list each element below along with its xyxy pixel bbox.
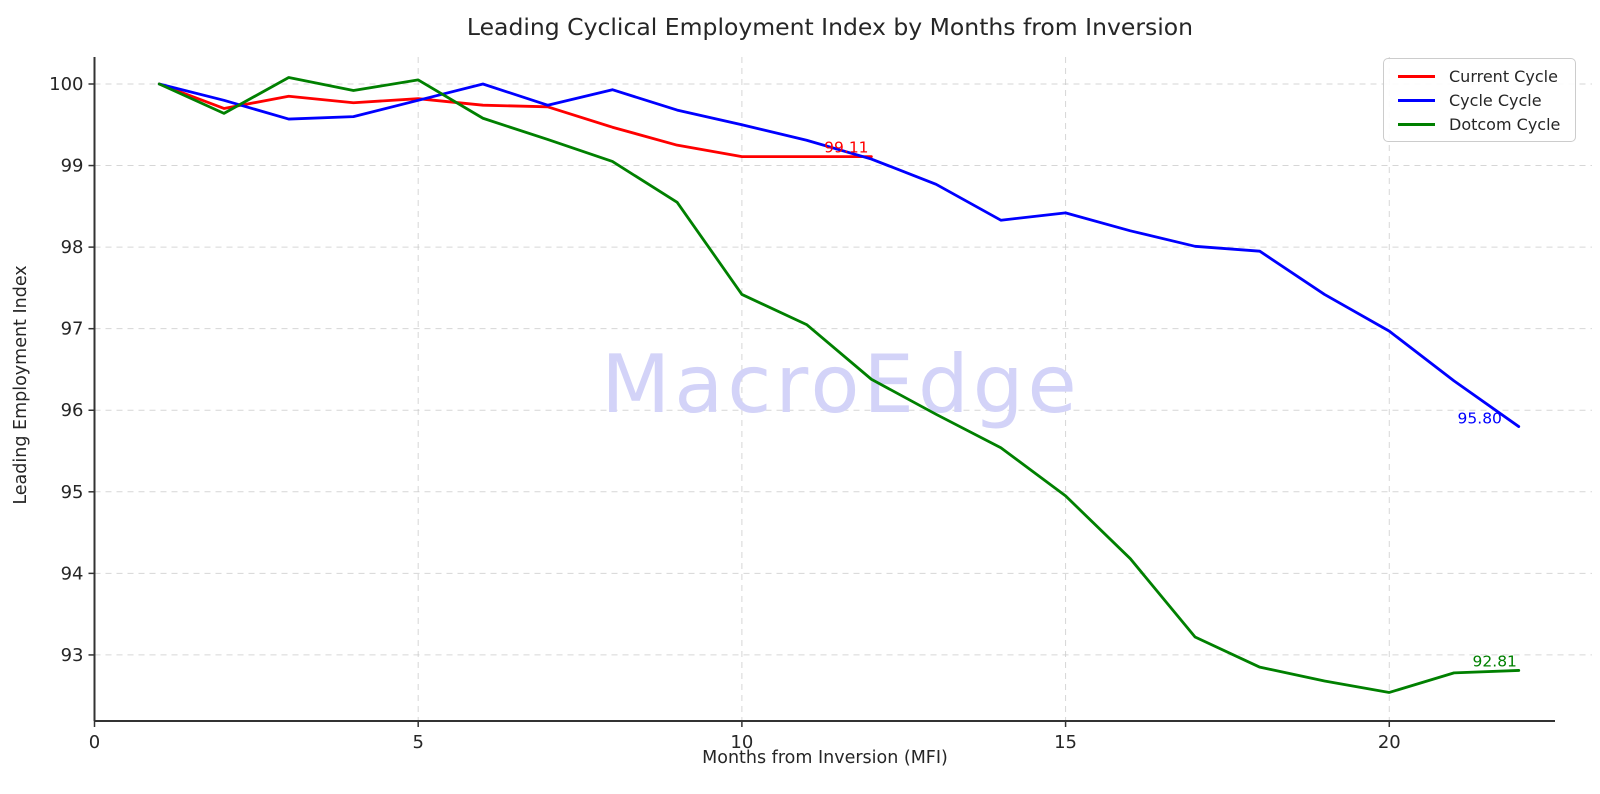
legend-item-cycle-cycle: Cycle Cycle — [1392, 88, 1567, 112]
legend-line-swatch — [1398, 98, 1435, 102]
legend-label: Cycle Cycle — [1449, 90, 1542, 110]
chart-title: Leading Cyclical Employment Index by Mon… — [467, 13, 1193, 41]
y-tick-label: 99 — [61, 156, 84, 177]
x-tick-label: 0 — [89, 732, 100, 753]
end-label-dotcom-cycle: 92.81 — [1473, 652, 1517, 670]
legend-line-swatch — [1398, 74, 1435, 78]
series-line-dotcom-cycle — [157, 76, 1521, 694]
x-tick-label: 20 — [1378, 732, 1401, 753]
data-series — [157, 76, 1521, 694]
axis-ticks: 0 5 10 15 20 93 94 95 96 97 98 99 100 — [49, 74, 1401, 753]
x-tick-label: 5 — [412, 732, 423, 753]
y-tick-label: 97 — [61, 319, 84, 340]
y-tick-label: 94 — [61, 563, 84, 584]
y-tick-label: 95 — [61, 482, 84, 503]
series-line-current-cycle — [157, 82, 873, 158]
y-tick-label: 93 — [61, 645, 84, 666]
legend-line-swatch — [1398, 122, 1435, 126]
end-label-cycle-cycle: 95.80 — [1458, 410, 1502, 428]
x-axis-label: Months from Inversion (MFI) — [702, 748, 948, 768]
x-tick-label: 10 — [730, 732, 753, 753]
gridlines — [94, 57, 1592, 721]
y-tick-label: 98 — [61, 237, 84, 258]
legend-item-current-cycle: Current Cycle — [1392, 64, 1567, 88]
x-tick-label: 15 — [1054, 732, 1077, 753]
legend-item-dotcom-cycle: Dotcom Cycle — [1392, 112, 1567, 136]
y-axis-label: Leading Employment Index — [11, 265, 31, 504]
y-tick-label: 96 — [61, 400, 84, 421]
legend: Current Cycle Cycle Cycle Dotcom Cycle — [1383, 58, 1576, 142]
legend-label: Dotcom Cycle — [1449, 114, 1561, 134]
end-label-current-cycle: 99.11 — [824, 139, 868, 157]
axes-spines — [93, 57, 1555, 722]
series-line-cycle-cycle — [157, 82, 1521, 428]
legend-label: Current Cycle — [1449, 66, 1558, 86]
series-end-labels: 99.11 95.80 92.81 — [824, 139, 1517, 671]
y-tick-label: 100 — [49, 74, 83, 95]
